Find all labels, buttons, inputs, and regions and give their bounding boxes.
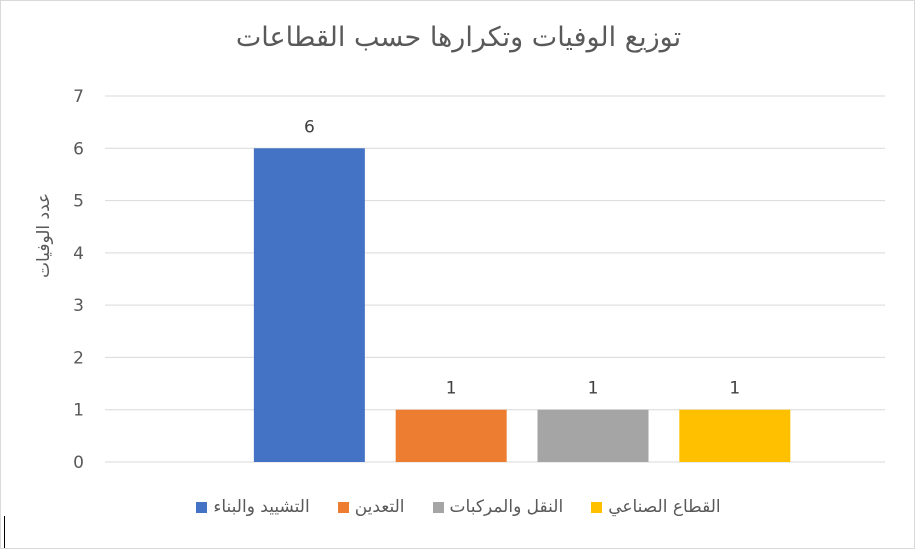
bar-value-label: 1 xyxy=(446,379,457,399)
legend: التشييد والبناء التعدين النقل والمركبات الق… xyxy=(0,497,917,517)
y-tick-label: 1 xyxy=(73,401,84,421)
y-tick-label: 5 xyxy=(73,192,84,212)
legend-label: التعدين xyxy=(354,497,405,517)
legend-label: التشييد والبناء xyxy=(213,497,310,517)
chart-title: توزيع الوفيات وتكرارها حسب القطاعات xyxy=(235,22,682,53)
legend-item: التشييد والبناء xyxy=(196,497,310,517)
bar-value-label: 1 xyxy=(588,379,599,399)
bar-value-label: 1 xyxy=(729,379,740,399)
y-tick-label: 6 xyxy=(73,139,84,159)
y-tick-label: 7 xyxy=(73,87,84,107)
y-tick-label: 0 xyxy=(73,453,84,473)
legend-item: النقل والمركبات xyxy=(432,497,564,517)
legend-item: التعدين xyxy=(337,497,405,517)
legend-item: القطاع الصناعي xyxy=(591,497,721,517)
bar xyxy=(537,409,649,462)
y-tick-label: 4 xyxy=(73,244,84,264)
legend-swatch xyxy=(196,501,208,513)
bar xyxy=(679,409,791,462)
legend-swatch xyxy=(591,501,603,513)
bar xyxy=(253,148,365,463)
frame-edge-mark xyxy=(4,516,5,548)
y-axis-title: عدد الوفيات xyxy=(34,192,54,278)
legend-swatch xyxy=(432,501,444,513)
legend-label: النقل والمركبات xyxy=(449,497,564,517)
bar-value-label: 6 xyxy=(304,117,315,137)
legend-label: القطاع الصناعي xyxy=(608,497,721,517)
bar xyxy=(395,409,507,462)
y-tick-label: 2 xyxy=(73,348,84,368)
legend-swatch xyxy=(337,501,349,513)
y-tick-label: 3 xyxy=(73,296,84,316)
